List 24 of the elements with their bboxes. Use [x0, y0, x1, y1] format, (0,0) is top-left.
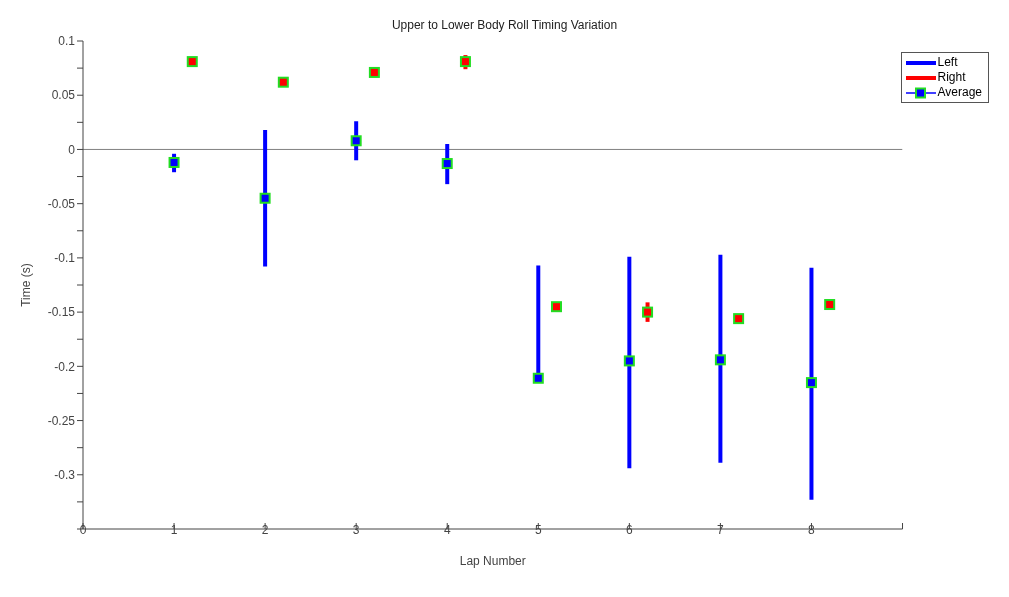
x-tick-label: 8 [808, 522, 816, 537]
y-tick-label: -0.05 [47, 196, 76, 211]
x-tick-label: 7 [717, 522, 725, 537]
y-axis-title: Time (s) [19, 263, 34, 307]
y-tick-label: -0.3 [54, 468, 76, 483]
x-tick-label: 5 [534, 522, 542, 537]
y-tick-label: -0.1 [54, 251, 76, 266]
y-tick-label: 0.05 [51, 88, 76, 103]
legend-label: Right [937, 70, 966, 85]
x-axis-title: Lap Number [459, 554, 526, 568]
x-tick-label: 2 [261, 522, 269, 537]
y-tick-label: 0.1 [58, 34, 76, 49]
x-tick-label: 3 [352, 522, 360, 537]
y-tick-label: -0.2 [54, 359, 76, 374]
chart-title: Upper to Lower Body Roll Timing Variation [390, 18, 619, 32]
text: Average [937, 85, 982, 100]
x-tick-label: 6 [626, 522, 633, 537]
y-tick-label: -0.15 [47, 305, 76, 320]
x-tick-label: 4 [443, 522, 451, 537]
x-tick-label: 0 [79, 522, 87, 537]
y-tick-label: -0.25 [47, 413, 76, 428]
legend-label: Left [937, 55, 958, 70]
x-tick-label: 1 [170, 522, 178, 537]
y-tick-label: 0 [68, 142, 76, 157]
